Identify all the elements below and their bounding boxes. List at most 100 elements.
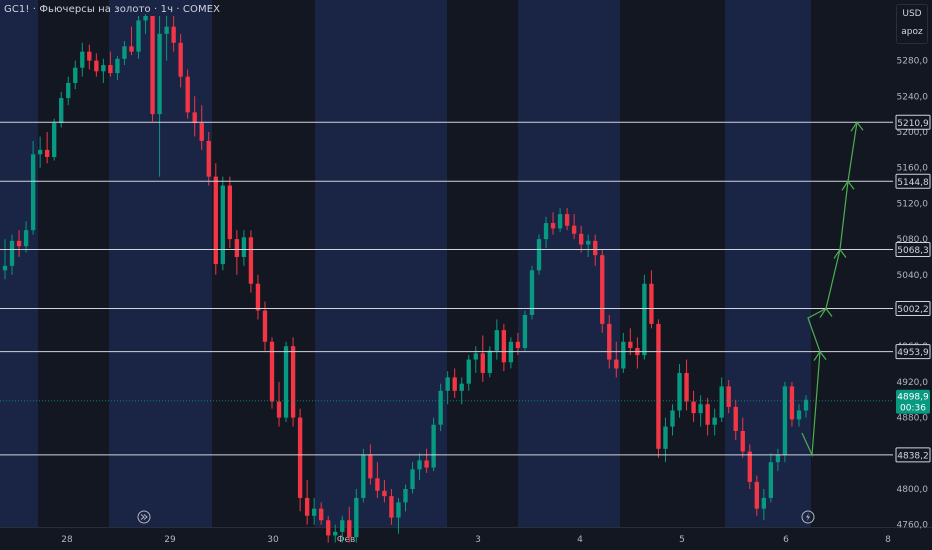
candle-body <box>66 82 71 99</box>
countdown-label: 00:36 <box>900 404 926 414</box>
session-band <box>725 0 811 527</box>
candle-body <box>726 386 731 407</box>
x-tick-label: Фев <box>337 535 356 545</box>
candle-body <box>473 353 478 360</box>
candle-body <box>122 46 127 59</box>
level-label: 5002,2 <box>897 305 929 315</box>
candle-body <box>621 341 626 369</box>
x-tick-label: 6 <box>783 535 789 545</box>
candle-body <box>276 401 282 418</box>
x-tick-label: 30 <box>267 535 279 545</box>
candle-body <box>614 359 619 369</box>
candle-body <box>550 223 556 229</box>
candle-body <box>304 497 310 516</box>
projection-arrowhead <box>813 350 827 361</box>
last-price-badge <box>896 389 930 414</box>
y-tick-label: 5160,0 <box>897 164 929 174</box>
candle-body <box>431 424 436 468</box>
currency-unit-button[interactable]: USD apoz <box>896 4 928 44</box>
candle-body <box>326 520 331 536</box>
candle-body <box>459 383 464 391</box>
level-label-box <box>895 114 931 130</box>
y-tick-label: 4880,0 <box>897 414 929 424</box>
x-tick-label: 3 <box>475 535 481 545</box>
candle-body <box>52 123 57 157</box>
lightning-badge-icon[interactable] <box>799 509 827 524</box>
candle-body <box>347 520 352 538</box>
candle-body <box>600 255 605 324</box>
candle-body <box>705 404 710 425</box>
x-tick-label: 4 <box>577 535 583 545</box>
candle-body <box>354 497 359 538</box>
candle-body <box>691 401 696 414</box>
candle-body <box>319 508 324 521</box>
level-label-box <box>895 242 931 258</box>
session-band <box>315 0 447 527</box>
candle-body <box>452 377 457 391</box>
projection-arrowhead <box>850 121 864 132</box>
y-tick-label: 5120,0 <box>897 199 929 209</box>
candle-body <box>515 341 521 348</box>
candle-body <box>143 15 148 21</box>
unit-label: apoz <box>901 27 923 37</box>
candle-body <box>375 478 380 491</box>
candle-body <box>677 372 682 411</box>
candle-body <box>333 531 338 536</box>
candle-body <box>536 239 542 271</box>
candle-body <box>445 377 450 391</box>
candle-body <box>466 359 471 384</box>
candle-body <box>649 283 654 324</box>
candle-body <box>557 214 563 229</box>
level-label-box <box>895 344 931 360</box>
candle-body <box>255 283 261 311</box>
candle-body <box>9 240 15 266</box>
candle-body <box>213 176 218 265</box>
y-tick-label: 5080,0 <box>897 235 929 245</box>
candle-body <box>719 386 724 418</box>
level-label: 4953,9 <box>897 348 929 358</box>
candle-body <box>311 508 317 516</box>
level-label-box <box>895 447 931 463</box>
candle-body <box>410 469 415 489</box>
candle-body <box>136 20 141 52</box>
candle-body <box>740 430 745 452</box>
candle-body <box>607 323 612 360</box>
candle-body <box>23 230 29 247</box>
y-tick-label: 5240,0 <box>897 92 929 102</box>
replay-badge-icon[interactable] <box>135 509 163 524</box>
candle-body <box>101 65 106 72</box>
candle-body <box>747 451 752 482</box>
symbol-title[interactable]: GC1! · Фьючерсы на золото · 1ч · COMEX <box>4 4 221 15</box>
candle-body <box>108 65 113 74</box>
candle-body <box>44 149 50 157</box>
x-tick-label: 8 <box>885 535 891 545</box>
candle-body <box>564 214 570 226</box>
candle-body <box>656 323 661 449</box>
candle-body <box>480 353 485 373</box>
candle-body <box>501 330 507 363</box>
candle-body <box>164 26 169 34</box>
candle-body <box>382 490 387 497</box>
candle-body <box>248 237 254 284</box>
x-tick-label: 29 <box>164 535 176 545</box>
candle-body <box>241 237 247 257</box>
candle-body <box>782 386 788 456</box>
candle-body <box>178 42 183 77</box>
candle-body <box>171 26 176 43</box>
candle-body <box>754 481 759 509</box>
x-tick-label: 28 <box>61 535 73 545</box>
candle-body <box>487 350 492 373</box>
candle-body <box>283 346 289 418</box>
candle-body <box>438 390 443 425</box>
candle-body <box>663 426 668 449</box>
candle-body <box>586 240 591 245</box>
candle-body <box>403 489 408 503</box>
time-axis <box>0 527 932 550</box>
session-band <box>0 0 38 527</box>
candle-body <box>670 410 675 427</box>
candle-body <box>206 140 211 177</box>
level-label-box <box>895 301 931 317</box>
candle-body <box>593 240 598 256</box>
candle-body <box>234 239 240 257</box>
